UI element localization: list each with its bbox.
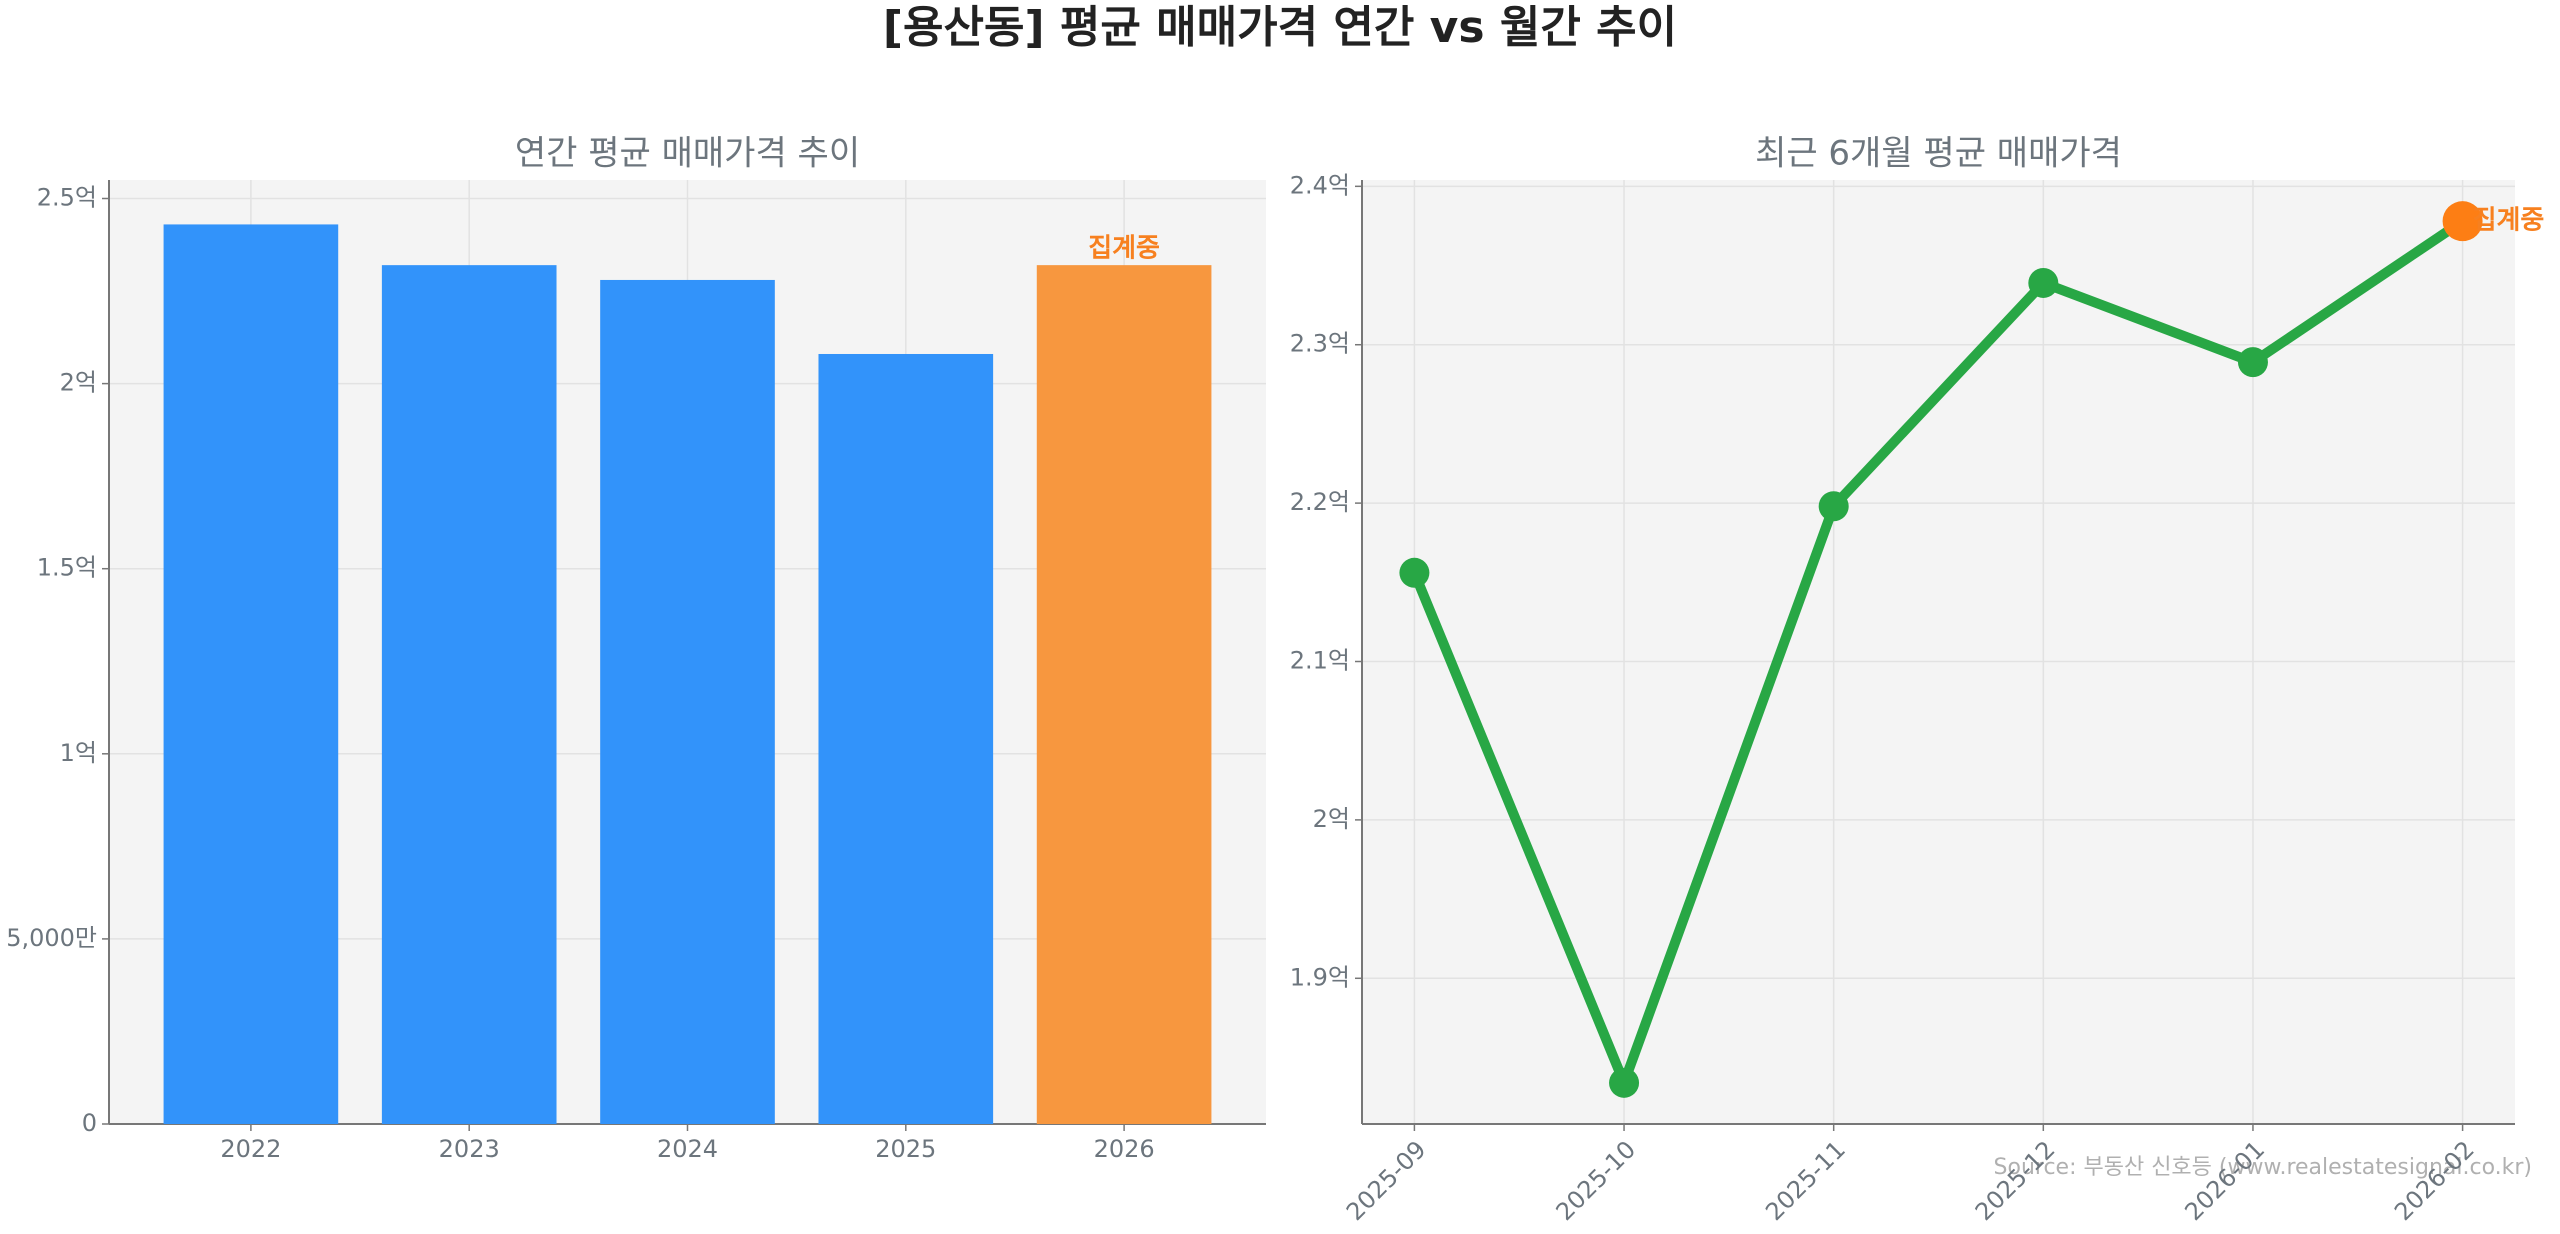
x-tick-label: 2024 [657,1135,718,1163]
y-tick-label: 1.9억 [1290,963,1350,991]
annotation: 집계중 [2473,206,2545,236]
y-tick-label: 2.3억 [1290,330,1350,358]
y-tick-label: 5,000만 [6,924,97,952]
bar [818,353,994,1124]
annotation: 집계중 [1088,234,1160,264]
y-tick-label: 1.5억 [37,554,97,582]
marker [2028,267,2059,298]
bar [163,224,339,1124]
bar [600,279,775,1124]
plot-area [1362,180,2515,1124]
marker [2237,347,2268,378]
x-tick-label: 2025-09 [1341,1135,1432,1226]
marker [2442,201,2483,242]
y-tick-label: 2.4억 [1290,171,1350,199]
marker [1818,491,1849,522]
x-tick-label: 2026-01 [2179,1135,2270,1226]
x-tick-label: 2026-02 [2389,1135,2480,1226]
x-tick-label: 2026 [1094,1135,1155,1163]
x-tick-label: 2025-10 [1551,1135,1642,1226]
marker [1399,557,1430,588]
x-tick-label: 2022 [220,1135,281,1163]
main-title: [용산동] 평균 매매가격 연간 vs 월간 추이 [883,2,1677,53]
y-tick-label: 2.2억 [1290,488,1350,516]
y-tick-label: 2.5억 [37,184,97,212]
x-tick-label: 2025-11 [1760,1135,1851,1226]
x-tick-label: 2025-12 [1970,1135,2061,1226]
bar [381,265,557,1124]
line [1409,217,2466,1088]
x-tick-label: 2025 [875,1135,936,1163]
subplot-title: 연간 평균 매매가격 추이 [515,134,860,174]
y-tick-label: 2억 [1313,805,1350,833]
y-tick-label: 1억 [60,739,97,767]
marker [1609,1067,1640,1098]
y-tick-label: 0 [82,1109,97,1137]
x-tick-label: 2023 [439,1135,500,1163]
y-tick-label: 2억 [60,369,97,397]
bar [1036,265,1212,1124]
subplot-title: 최근 6개월 평균 매매가격 [1755,134,2122,174]
source: Source: 부동산 신호등 (www.realestatesignal.co… [1994,1155,2532,1180]
y-tick-label: 2.1억 [1290,647,1350,675]
